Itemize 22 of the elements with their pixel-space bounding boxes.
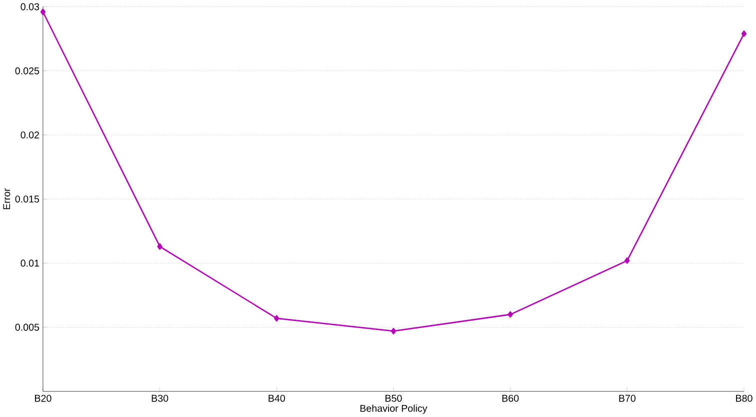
point — [508, 311, 513, 318]
y-tick-label: 0.025 — [15, 67, 40, 74]
point — [157, 243, 162, 250]
y-axis-title: Error — [3, 188, 10, 210]
x-axis-title: Behavior Policy — [360, 404, 428, 414]
point — [390, 328, 396, 334]
x-tick-label: B30 — [152, 394, 168, 402]
point — [40, 8, 46, 16]
point — [741, 30, 747, 37]
y-tick-label: 0.02 — [20, 131, 39, 138]
x-tick-label: B80 — [736, 394, 752, 402]
y-tick-label: 0.01 — [20, 260, 40, 267]
x-tick-label: B20 — [35, 394, 52, 402]
x-tick-label: B60 — [502, 394, 519, 402]
y-tick-label: 0.03 — [20, 3, 40, 10]
point — [274, 315, 280, 322]
x-tick-label: B40 — [268, 394, 285, 402]
y-tick-label: 0.005 — [15, 324, 40, 331]
point — [624, 257, 630, 264]
x-tick-label: B70 — [619, 394, 636, 402]
x-tick-label: B50 — [386, 394, 402, 402]
y-tick-label: 0.015 — [15, 196, 40, 203]
